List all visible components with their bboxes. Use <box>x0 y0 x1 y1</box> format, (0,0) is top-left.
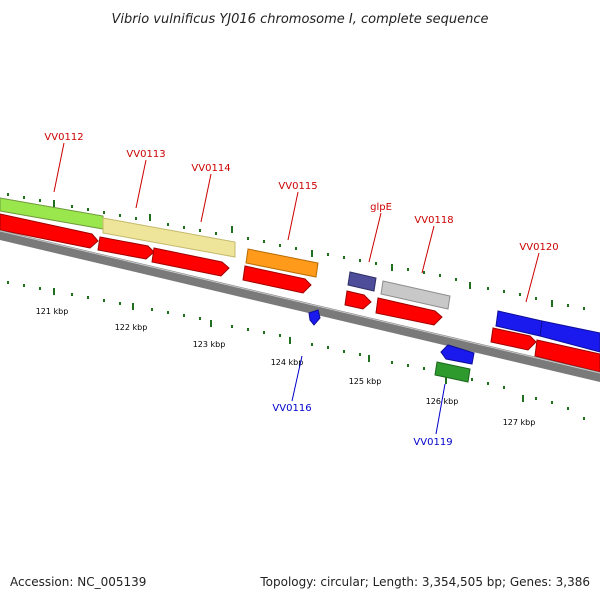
lower-feature-track <box>308 309 475 383</box>
gene-feature-glpe[interactable] <box>347 271 377 292</box>
tick-marks-upper <box>7 193 585 310</box>
gene-labels: VV0112 VV0113 VV0114 VV0115 glpE VV0118 … <box>44 132 558 448</box>
cds-arrow-1[interactable] <box>0 213 99 249</box>
cds-arrow-3[interactable] <box>151 247 230 277</box>
upper-feature-track <box>0 197 600 353</box>
cds-arrow-track <box>0 213 600 373</box>
gene-feature-vv0119[interactable] <box>434 361 471 383</box>
cds-arrow-8[interactable] <box>534 339 600 373</box>
map-title: Vibrio vulnificus YJ016 chromosome I, co… <box>111 12 488 27</box>
gene-feature-vv0120b[interactable] <box>539 320 600 353</box>
gene-label-glpe[interactable]: glpE <box>370 202 392 213</box>
genome-backbone <box>0 230 600 382</box>
gene-feature-vv0118[interactable] <box>380 280 451 310</box>
gene-label-leaders <box>53 142 540 435</box>
gene-label-vv0115[interactable]: VV0115 <box>278 181 317 192</box>
gene-label-vv0112[interactable]: VV0112 <box>44 132 83 143</box>
gene-label-vv0120[interactable]: VV0120 <box>519 242 558 253</box>
cds-arrow-4[interactable] <box>242 265 312 294</box>
cds-arrow-2[interactable] <box>97 236 155 260</box>
tick-marks-lower <box>7 281 585 420</box>
gene-label-vv0118[interactable]: VV0118 <box>414 215 453 226</box>
tick-label-127kbp: 127 kbp <box>503 418 536 427</box>
cds-arrow-7[interactable] <box>490 327 537 351</box>
cds-arrow-6[interactable] <box>375 297 443 326</box>
gene-label-vv0119[interactable]: VV0119 <box>413 437 452 448</box>
upper-tick-row <box>7 193 585 310</box>
tick-label-123kbp: 123 kbp <box>193 340 226 349</box>
accession-text: Accession: NC_005139 <box>10 575 146 589</box>
gene-feature-vv0116[interactable] <box>308 309 321 326</box>
gene-label-vv0116[interactable]: VV0116 <box>272 403 311 414</box>
tick-label-122kbp: 122 kbp <box>115 323 148 332</box>
gene-label-vv0113[interactable]: VV0113 <box>126 149 165 160</box>
genome-stats-text: Topology: circular; Length: 3,354,505 bp… <box>259 575 590 589</box>
gene-feature-vv0115[interactable] <box>245 248 319 278</box>
gene-feature-vv0117[interactable] <box>440 344 475 365</box>
cds-arrow-5[interactable] <box>344 290 372 310</box>
tick-label-125kbp: 125 kbp <box>349 377 382 386</box>
gene-feature-vv0113[interactable] <box>102 217 236 258</box>
tick-label-121kbp: 121 kbp <box>36 307 69 316</box>
gene-label-vv0114[interactable]: VV0114 <box>191 163 230 174</box>
tick-label-124kbp: 124 kbp <box>271 358 304 367</box>
